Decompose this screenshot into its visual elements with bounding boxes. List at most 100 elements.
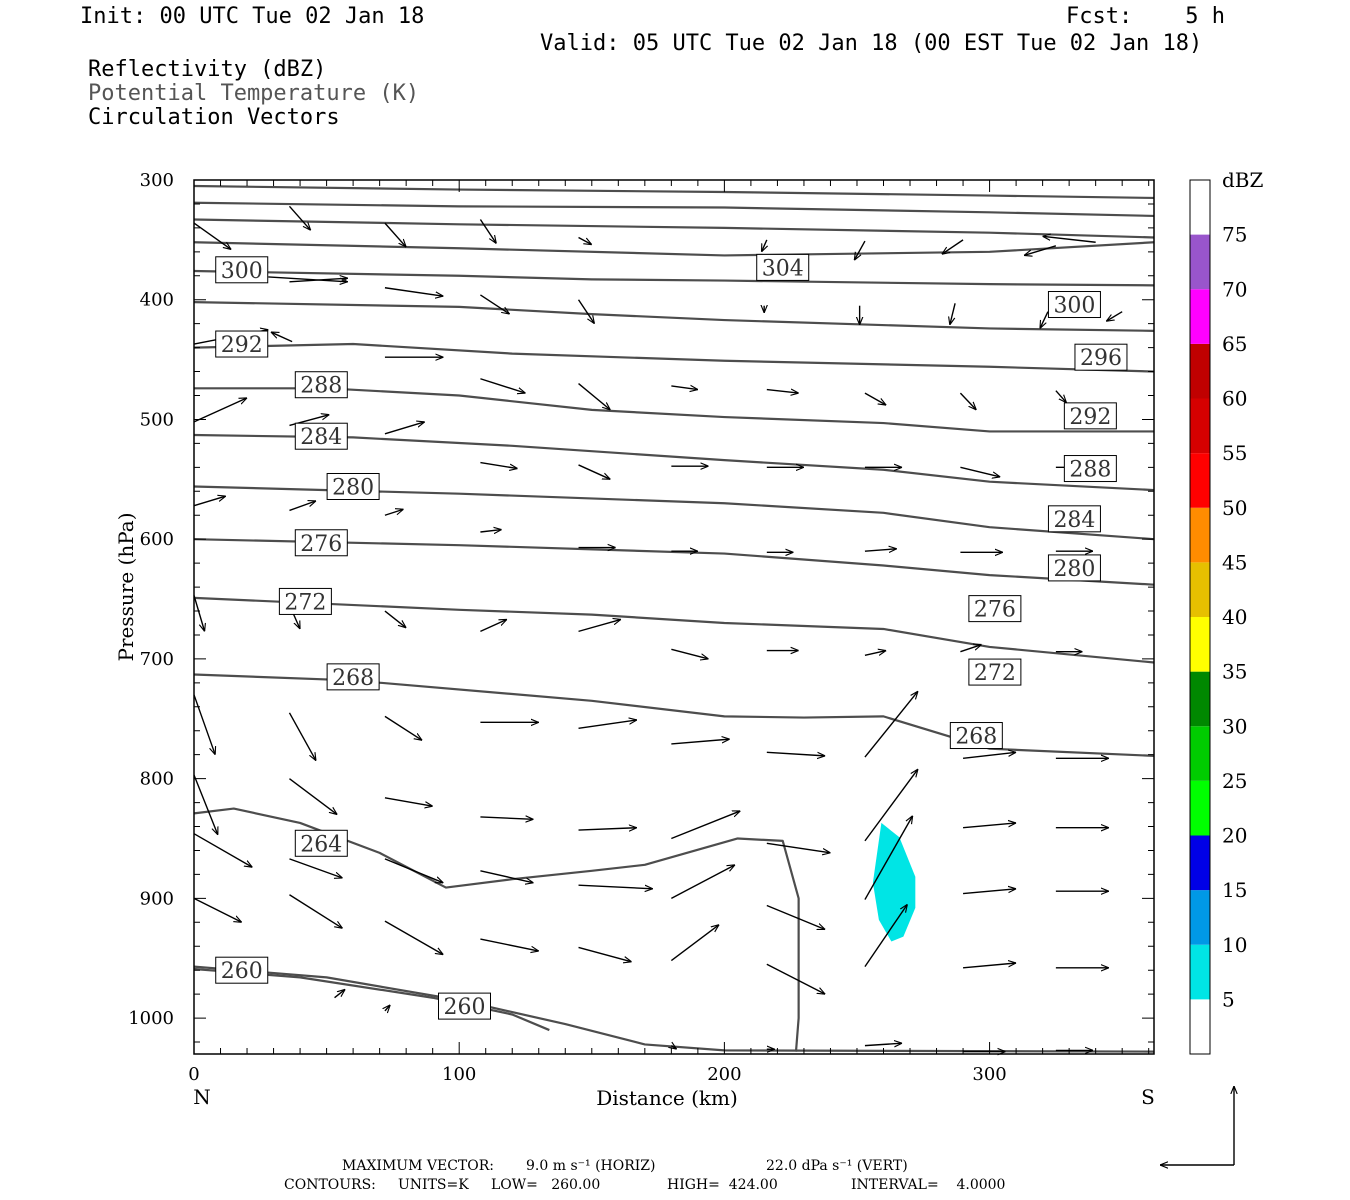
contour-label-box [968,658,1022,686]
circulation-vector [480,938,538,951]
x-end-label-north: N [193,1085,211,1109]
colorbar-level-label: 20 [1222,824,1247,848]
circulation-vector [288,712,316,761]
contours-low: LOW= 260.00 [491,1177,601,1193]
circulation-vector [578,236,592,244]
circulation-vector [864,549,897,551]
theta-contour-line [193,433,1155,492]
contour-label-box [1047,554,1101,582]
circulation-vector [193,774,219,835]
theta-contour-line [193,301,1155,332]
contour-label-284: 284 [1053,508,1095,533]
field-circulation-vectors: Circulation Vectors [88,105,340,130]
contour-label-292: 292 [221,333,263,358]
x-end-label-south: S [1141,1085,1155,1109]
circulation-vector [193,496,226,507]
circulation-vector [864,651,886,656]
circulation-vector [480,618,507,633]
circulation-vector [193,595,205,631]
circulation-vector [671,810,740,840]
y-tick-label: 1000 [128,1008,174,1029]
circulation-vector [854,240,866,260]
theta-contour-line [193,965,1155,1053]
y-tick-label: 700 [140,649,174,670]
contour-label-296: 296 [1080,346,1122,371]
colorbar-level-label: 10 [1222,933,1247,957]
circulation-vector [766,963,825,994]
y-tick-label: 400 [140,290,174,311]
circulation-vector [670,925,719,962]
colorbar-level-label: 75 [1222,223,1247,247]
contour-label-304: 304 [762,256,804,281]
circulation-vector [671,1046,676,1050]
circulation-vector [578,884,653,889]
circulation-vector [384,920,443,955]
circulation-vector [942,239,964,254]
circulation-vector [193,397,247,423]
contour-label-300: 300 [1053,294,1095,319]
colorbar-level-label: 60 [1222,387,1247,411]
contour-label-box [1047,505,1101,533]
colorbar-segment [1190,726,1210,781]
circulation-vector [671,386,698,390]
colorbar-frame [1189,179,1211,1055]
y-tick-label: 900 [140,888,174,909]
circulation-vector [271,331,293,343]
theta-contour-line [193,184,1155,200]
contour-label-box [215,330,269,358]
colorbar-segment [1190,617,1210,672]
contour-label-box [968,595,1022,623]
circulation-vector [1043,236,1096,243]
colorbar-segment [1190,398,1210,454]
contour-label-box [949,722,1003,750]
circulation-vector [384,858,443,884]
contour-label-288: 288 [300,374,342,399]
colorbar-level-label: 15 [1222,878,1247,902]
circulation-vector [289,278,347,283]
circulation-vector [384,610,406,628]
contour-label-box [294,422,348,450]
contours-units: UNITS=K [398,1177,469,1193]
axis-ticks [193,179,1154,1054]
y-tick-label: 500 [140,409,174,430]
circulation-vector [384,715,422,740]
contour-label-box [278,587,332,615]
circulation-vector [385,1005,390,1011]
contour-label-box [294,829,348,857]
circulation-vector [578,946,632,961]
circulation-vector [384,509,404,516]
contours-interval: INTERVAL= 4.0000 [851,1177,1006,1193]
contour-label-280: 280 [1053,557,1095,582]
y-tick-label: 600 [140,529,174,550]
theta-contour-line [193,241,1155,257]
colorbar-segment [1190,780,1210,836]
circulation-vector [962,752,1016,759]
circulation-vector [959,392,976,410]
circulation-vector [962,823,1016,829]
circulation-vector [480,530,501,532]
contour-label-276: 276 [974,598,1016,623]
x-tick-label: 300 [972,1064,1006,1085]
circulation-vector [384,287,443,296]
contour-label-box [294,371,348,399]
x-tick-label: 0 [188,1064,199,1085]
contour-label-272: 272 [284,590,326,615]
colorbar-level-label: 35 [1222,660,1247,684]
contour-label-268: 268 [955,725,997,750]
theta-contour-line [193,485,1155,541]
field-reflectivity: Reflectivity (dBZ) [88,57,327,82]
circulation-vector [480,461,517,469]
contour-label-272: 272 [974,661,1016,686]
field-potential-temperature: Potential Temperature (K) [88,81,420,106]
colorbar-level-label: 25 [1222,769,1247,793]
circulation-vector [193,694,215,755]
circulation-vector [671,739,729,745]
colorbar-unit: dBZ [1222,168,1264,192]
circulation-vector [671,865,735,899]
circulation-vector [289,858,342,878]
circulation-vector [864,816,913,900]
circulation-vector [578,720,637,730]
contour-label-292: 292 [1069,405,1111,430]
circulation-vector [334,989,346,999]
